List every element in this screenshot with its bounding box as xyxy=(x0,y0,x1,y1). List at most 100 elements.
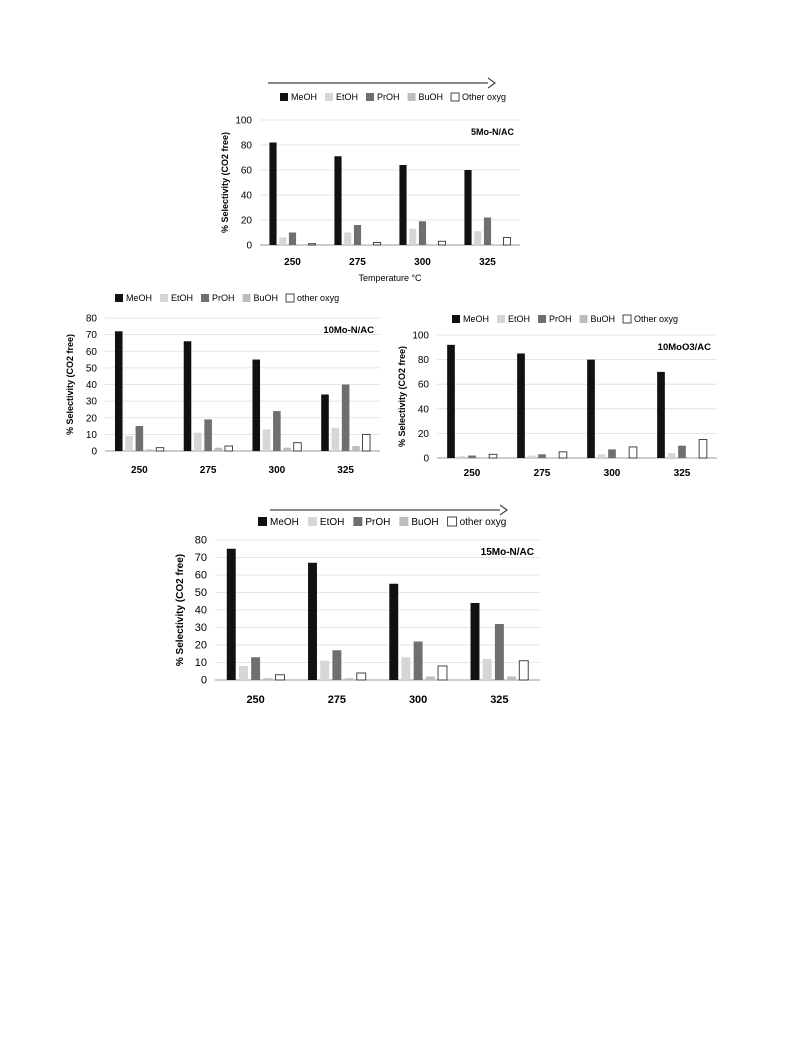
bar-etoh-275 xyxy=(194,432,202,451)
y-tick-label: 50 xyxy=(195,587,207,599)
bar-buoh-250 xyxy=(263,678,273,680)
bar-other-oxyg-325 xyxy=(362,433,371,452)
legend-label-other-oxyg: Other oxyg xyxy=(634,314,678,324)
legend-swatch-buoh xyxy=(579,315,588,323)
chart-5mo-n-ac-svg: 0 20 40 60 80 100 250 275 300 325 5Mo-N/AC % Select… xyxy=(220,92,520,283)
y-tick-label: 10 xyxy=(86,430,98,441)
bar-meoh-300 xyxy=(587,359,595,458)
x-tick-label: 325 xyxy=(490,694,508,706)
bar-buoh-250 xyxy=(145,449,154,451)
y-tick-label: 10 xyxy=(195,657,207,669)
y-tick-label: 60 xyxy=(86,347,98,358)
y-axis-label: % Selectivity (CO2 free) xyxy=(397,346,407,447)
legend-swatch-etoh xyxy=(160,294,169,302)
bar-meoh-275 xyxy=(517,353,525,458)
legend-label-etoh: EtOH xyxy=(508,314,530,324)
bar-buoh-275 xyxy=(344,678,354,680)
legend-label-etoh: EtOH xyxy=(336,92,358,102)
y-tick-label: 100 xyxy=(235,116,252,127)
y-tick-label: 60 xyxy=(241,166,253,177)
legend-swatch-other-oxyg xyxy=(622,314,632,324)
legend-swatch-meoh xyxy=(258,517,267,526)
legend-swatch-etoh xyxy=(325,93,334,101)
x-tick-label: 300 xyxy=(604,468,621,479)
y-tick-label: 0 xyxy=(201,675,207,687)
bar-other-oxyg-275 xyxy=(224,445,233,452)
bar-other-oxyg-275 xyxy=(356,672,367,681)
bar-etoh-325 xyxy=(482,659,492,680)
bar-proh-275 xyxy=(204,419,212,451)
legend-label-buoh: BuOH xyxy=(411,517,438,528)
legend-label-meoh: MeOH xyxy=(126,293,152,303)
bar-etoh-325 xyxy=(331,427,340,451)
bar-proh-300 xyxy=(418,221,427,245)
legend-swatch-buoh xyxy=(407,93,416,101)
bar-meoh-250 xyxy=(269,142,277,245)
legend-label-buoh: BuOH xyxy=(591,314,616,324)
bar-proh-275 xyxy=(538,454,546,458)
legend-label-meoh: MeOH xyxy=(463,314,489,324)
bar-buoh-275 xyxy=(363,244,371,245)
bar-other-oxyg-275 xyxy=(558,451,568,459)
bar-other-oxyg-325 xyxy=(698,439,708,459)
bar-meoh-300 xyxy=(389,583,399,680)
legend-label-etoh: EtOH xyxy=(320,517,344,528)
legend-swatch-meoh xyxy=(452,315,460,323)
y-tick-label: 40 xyxy=(241,191,253,202)
legend-swatch-proh xyxy=(201,294,210,302)
bar-etoh-250 xyxy=(238,666,248,680)
bar-proh-250 xyxy=(288,232,297,245)
y-tick-label: 40 xyxy=(195,605,207,617)
y-tick-label: 80 xyxy=(86,314,98,325)
y-tick-label: 80 xyxy=(195,535,207,547)
bar-other-oxyg-275 xyxy=(372,242,382,246)
legend-label-other-oxyg: other oxyg xyxy=(297,293,339,303)
bar-meoh-325 xyxy=(464,170,472,245)
bar-proh-250 xyxy=(468,455,476,458)
legend-label-proh: PrOH xyxy=(377,92,400,102)
bar-etoh-250 xyxy=(125,436,133,451)
bar-buoh-325 xyxy=(493,244,501,245)
bar-meoh-300 xyxy=(399,165,407,245)
chart-15mo-n-ac-svg: 0 10 20 30 40 50 60 70 80 250 275 300 325 15Mo-N/AC % … xyxy=(175,516,540,706)
bar-etoh-325 xyxy=(667,453,676,458)
x-tick-label: 250 xyxy=(464,468,481,479)
bar-etoh-325 xyxy=(474,231,482,245)
arrow-bottom xyxy=(270,504,509,516)
bar-proh-325 xyxy=(341,384,350,451)
bar-buoh-325 xyxy=(688,457,697,458)
legend-swatch-buoh xyxy=(242,294,251,302)
y-tick-label: 60 xyxy=(195,570,207,582)
chart-10mo-n-ac: 0 10 20 30 40 50 60 70 80 250 275 300 325 10Mo-N/AC % … xyxy=(65,293,385,488)
bar-meoh-325 xyxy=(657,371,665,458)
chart-title: 10Mo-N/AC xyxy=(323,325,374,336)
y-tick-label: 70 xyxy=(195,552,207,564)
bar-meoh-300 xyxy=(252,359,261,451)
bar-buoh-300 xyxy=(425,676,435,680)
bar-other-oxyg-325 xyxy=(502,237,512,246)
chart-15mo-n-ac: 0 10 20 30 40 50 60 70 80 250 275 300 325 15Mo-N/AC % … xyxy=(170,500,550,710)
bar-other-oxyg-300 xyxy=(437,665,448,681)
bar-meoh-325 xyxy=(470,603,480,680)
y-tick-label: 70 xyxy=(86,330,98,341)
legend-swatch-etoh xyxy=(497,315,506,323)
x-tick-label: 275 xyxy=(349,257,366,268)
y-tick-label: 0 xyxy=(423,454,429,465)
x-axis-label: Temperature °C xyxy=(358,273,422,283)
x-tick-label: 325 xyxy=(674,468,691,479)
y-tick-label: 20 xyxy=(86,413,98,424)
legend-label-meoh: MeOH xyxy=(291,92,317,102)
legend-swatch-proh xyxy=(366,93,375,101)
bar-etoh-250 xyxy=(279,237,287,245)
bar-other-oxyg-300 xyxy=(293,442,302,452)
y-tick-label: 40 xyxy=(418,404,430,415)
bar-meoh-275 xyxy=(183,341,192,451)
bar-other-oxyg-325 xyxy=(518,660,529,681)
y-tick-label: 20 xyxy=(418,429,430,440)
x-tick-label: 300 xyxy=(409,694,427,706)
bar-meoh-250 xyxy=(114,331,123,451)
legend-label-buoh: BuOH xyxy=(419,92,444,102)
bar-other-oxyg-250 xyxy=(155,447,165,452)
arrow-top xyxy=(268,77,497,89)
